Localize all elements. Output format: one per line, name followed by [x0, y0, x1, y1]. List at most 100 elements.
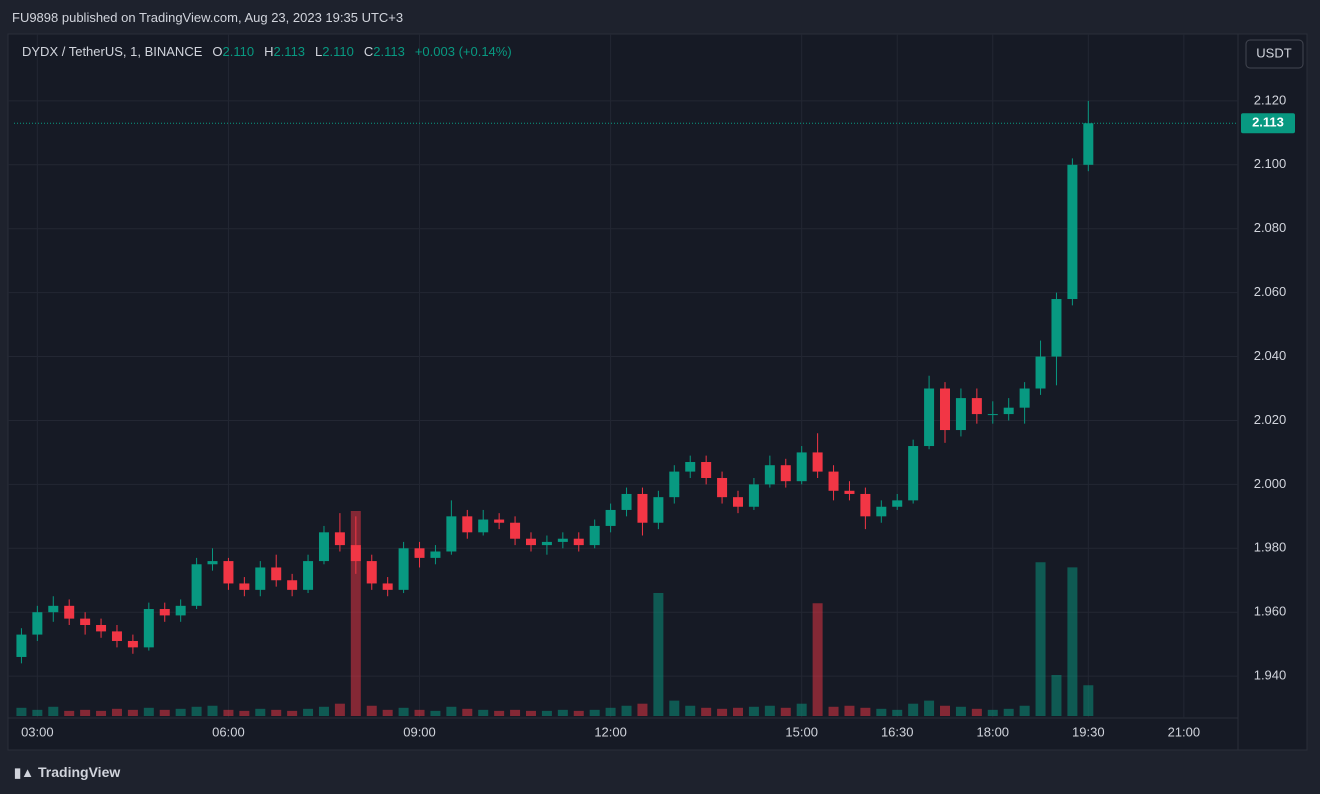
- candle-body: [287, 580, 298, 590]
- volume-bar: [828, 706, 839, 716]
- candle-body: [446, 516, 457, 552]
- candle-body: [318, 532, 329, 562]
- volume-bar: [924, 700, 935, 716]
- brand: ▮▲ TradingView: [14, 764, 120, 781]
- legend-value: 2.110: [322, 44, 354, 59]
- legend-label: C: [364, 44, 373, 59]
- volume-bar: [796, 703, 807, 716]
- volume-bar: [1035, 562, 1046, 716]
- candle-body: [860, 493, 871, 517]
- candle-body: [32, 612, 43, 635]
- brand-name: TradingView: [38, 764, 121, 780]
- volume-bar: [127, 709, 138, 716]
- volume-bar: [1051, 675, 1062, 716]
- volume-bar: [96, 710, 107, 716]
- candle-body: [732, 497, 743, 507]
- x-tick-label: 18:00: [977, 724, 1010, 739]
- x-tick-label: 03:00: [21, 724, 54, 739]
- candle-body: [621, 493, 632, 510]
- candle-body: [255, 567, 266, 590]
- volume-bar: [940, 705, 951, 716]
- x-tick-label: 09:00: [403, 724, 436, 739]
- volume-bar: [398, 707, 409, 716]
- candle-body: [1019, 388, 1030, 408]
- candle-body: [924, 388, 935, 447]
- volume-bar: [701, 707, 712, 716]
- candle-body: [1035, 356, 1046, 389]
- y-tick-label: 2.120: [1254, 92, 1287, 107]
- candle-body: [159, 609, 170, 616]
- candle-body: [96, 625, 107, 632]
- volume-bar: [557, 709, 568, 716]
- candle-body: [971, 398, 982, 415]
- candle-body: [48, 605, 59, 613]
- volume-bar: [955, 706, 966, 716]
- volume-bar: [541, 710, 552, 716]
- volume-bar: [175, 708, 186, 716]
- candle-body: [780, 465, 791, 482]
- currency[interactable]: USDT: [1256, 45, 1291, 60]
- volume-bar: [987, 709, 998, 716]
- legend-value: 2.113: [373, 44, 405, 59]
- candle-body: [111, 631, 122, 641]
- volume-bar: [430, 710, 441, 716]
- volume-bar: [780, 707, 791, 716]
- volume-bar: [318, 706, 329, 716]
- candle-body: [1003, 407, 1014, 415]
- y-tick-label: 2.080: [1254, 220, 1287, 235]
- volume-bar: [764, 705, 775, 716]
- candle-body: [303, 561, 314, 590]
- x-tick-label: 12:00: [594, 724, 627, 739]
- candle-body: [430, 551, 441, 558]
- legend-symbol: DYDX / TetherUS, 1, BINANCE: [22, 44, 203, 59]
- y-tick-label: 1.980: [1254, 540, 1287, 555]
- candle-body: [748, 484, 759, 507]
- candle-body: [892, 500, 903, 507]
- volume-bar: [908, 703, 919, 716]
- candle-body: [239, 583, 250, 590]
- candle-body: [828, 471, 839, 491]
- x-tick-label: 15:00: [785, 724, 818, 739]
- candle-body: [796, 452, 807, 482]
- volume-bar: [239, 710, 250, 716]
- volume-bar: [462, 708, 473, 716]
- candle-body: [16, 634, 27, 657]
- candle-body: [366, 561, 377, 584]
- candle-body: [494, 519, 505, 523]
- candle-body: [382, 583, 393, 590]
- candle-body: [191, 564, 202, 606]
- volume-bar: [1003, 708, 1014, 716]
- legend-label: H: [264, 44, 273, 59]
- last-price-box: [1241, 113, 1295, 134]
- last-price-label: 2.113: [1252, 115, 1284, 130]
- volume-bar: [16, 707, 27, 716]
- candle-body: [955, 398, 966, 431]
- volume-bar: [143, 707, 154, 716]
- candle-body: [557, 538, 568, 542]
- volume-bar: [748, 706, 759, 716]
- volume-bar: [653, 593, 664, 716]
- logo: ▮▲: [14, 765, 35, 780]
- candle-body: [685, 462, 696, 472]
- volume-bar: [637, 703, 648, 716]
- candle-body: [573, 538, 584, 546]
- volume-bar: [111, 708, 122, 716]
- candle-body: [334, 532, 345, 546]
- volume-bar: [287, 710, 298, 716]
- volume-bar: [844, 705, 855, 716]
- candle-body: [478, 519, 489, 533]
- candle-body: [844, 490, 855, 494]
- candle-body: [940, 388, 951, 431]
- x-tick-label: 19:30: [1072, 724, 1105, 739]
- y-tick-label: 2.100: [1254, 156, 1287, 171]
- volume-bar: [255, 708, 266, 716]
- volume-bar: [191, 706, 202, 716]
- volume-bar: [573, 710, 584, 716]
- volume-bar: [478, 709, 489, 716]
- candle-body: [80, 618, 91, 625]
- volume-bar: [446, 706, 457, 716]
- volume-bar: [892, 709, 903, 716]
- volume-bar: [366, 705, 377, 716]
- currency-button[interactable]: [1245, 39, 1304, 69]
